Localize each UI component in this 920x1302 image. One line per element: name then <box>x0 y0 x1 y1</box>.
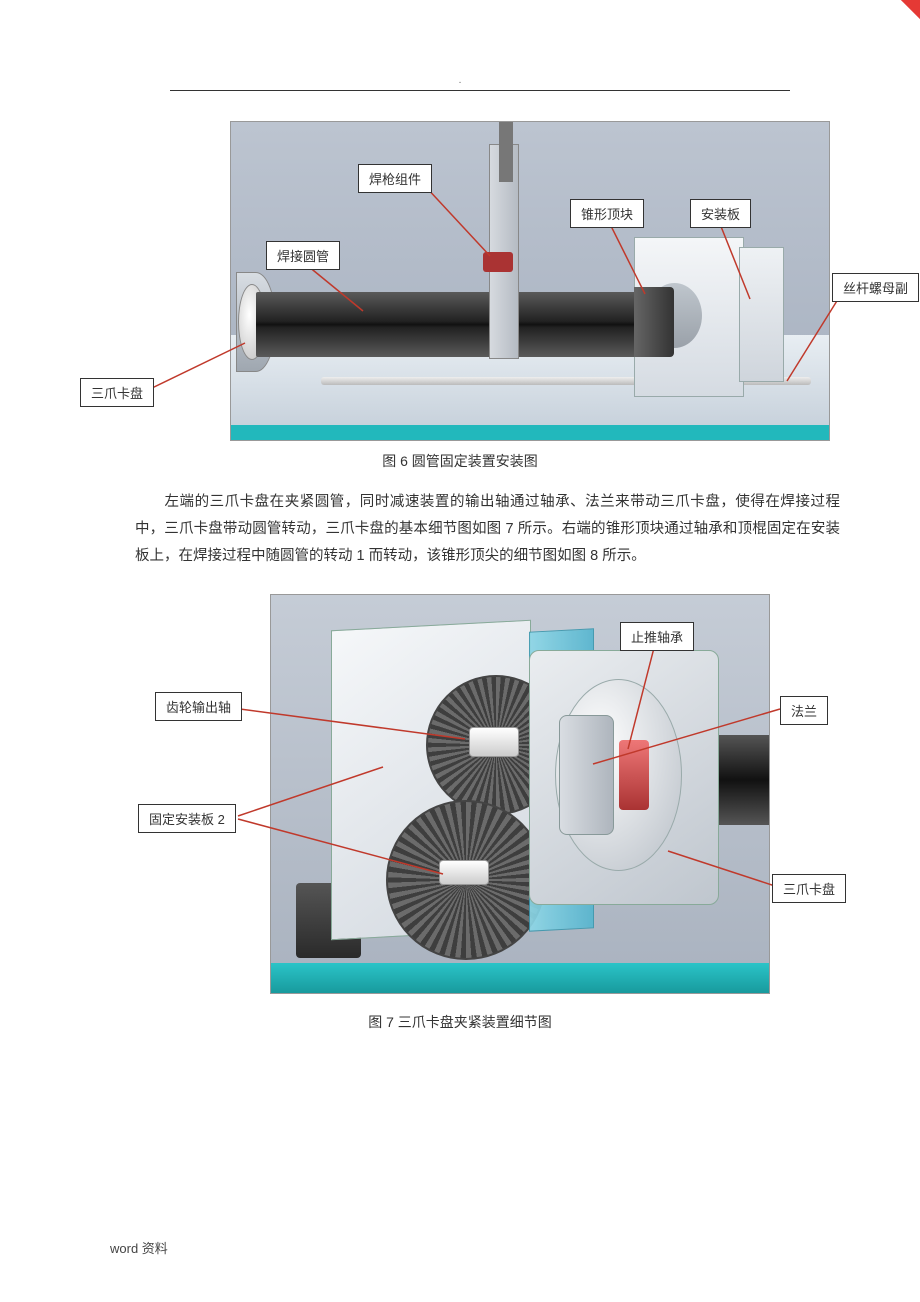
leader-screw-pair <box>785 296 845 386</box>
corner-ribbon-icon <box>880 0 920 40</box>
label-welding-torch: 焊枪组件 <box>358 164 432 193</box>
fig6-torch-column <box>499 122 513 182</box>
label-flange: 法兰 <box>780 696 828 725</box>
fig6-base-rail <box>231 425 829 440</box>
leader-cone-block <box>610 224 650 299</box>
label-three-jaw-chuck-2: 三爪卡盘 <box>772 874 846 903</box>
figure-6-container: 焊枪组件 焊接圆管 锥形顶块 安装板 三爪卡盘 丝杆螺母副 <box>50 111 910 441</box>
leader-mount-plate <box>705 224 765 304</box>
leader-three-jaw-chuck-1 <box>150 341 250 391</box>
fig7-output-shaft <box>469 727 519 757</box>
label-fixed-plate-2: 固定安装板 2 <box>138 804 236 833</box>
paragraph-text: 左端的三爪卡盘在夹紧圆管，同时减速装置的输出轴通过轴承、法兰来带动三爪卡盘，使得… <box>135 494 840 564</box>
leader-welding-torch <box>425 186 505 266</box>
leader-gear-shaft <box>240 709 470 749</box>
leader-welding-pipe <box>308 266 368 316</box>
leader-fixed-plate-2 <box>238 764 388 819</box>
figure-7-caption: 图 7 三爪卡盘夹紧装置细节图 <box>50 1012 870 1032</box>
label-cone-block: 锥形顶块 <box>570 199 644 228</box>
leader-flange <box>590 709 785 769</box>
label-thrust-bearing: 止推轴承 <box>620 622 694 651</box>
label-gear-shaft: 齿轮输出轴 <box>155 692 242 721</box>
label-screw-pair: 丝杆螺母副 <box>832 273 919 302</box>
label-mount-plate: 安装板 <box>690 199 751 228</box>
header-dot: . <box>459 75 462 86</box>
paragraph-body: 左端的三爪卡盘在夹紧圆管，同时减速装置的输出轴通过轴承、法兰来带动三爪卡盘，使得… <box>135 489 840 569</box>
header-rule <box>170 90 790 91</box>
leader-fixed-plate-2b <box>238 819 448 879</box>
footer-text: word 资料 <box>110 1238 168 1257</box>
figure-6-caption: 图 6 圆管固定装置安装图 <box>50 451 870 471</box>
fig7-base <box>271 963 769 993</box>
label-welding-pipe: 焊接圆管 <box>266 241 340 270</box>
label-three-jaw-chuck-1: 三爪卡盘 <box>80 378 154 407</box>
document-page: . 焊枪组件 焊接圆管 锥形顶块 安装板 三爪卡盘 <box>0 0 920 1302</box>
figure-7-container: 齿轮输出轴 止推轴承 法兰 固定安装板 2 三爪卡盘 <box>80 584 840 1004</box>
leader-three-jaw-chuck-2 <box>665 849 780 889</box>
